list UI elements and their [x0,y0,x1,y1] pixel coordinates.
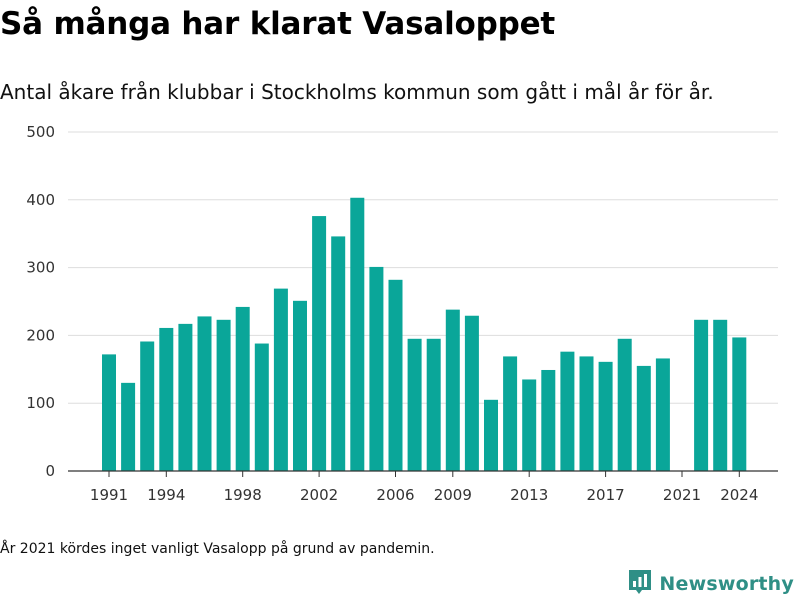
bar-2024 [732,337,747,471]
x-tick-label: 1991 [90,486,128,504]
y-tick-label: 0 [45,462,55,480]
bar-2017 [598,361,613,471]
bar-1991 [102,354,116,471]
bar-1996 [197,316,212,471]
bar-2003 [331,236,346,471]
y-tick-label: 300 [26,259,55,277]
bar-2004 [350,197,365,472]
bar-1992 [121,382,136,471]
bar-2000 [273,288,288,471]
bar-2014 [541,369,556,471]
x-tick-label: 2002 [300,486,338,504]
bar-2011 [484,399,498,471]
bar-2001 [293,300,307,471]
bar-2006 [388,279,403,471]
bar-1997 [216,319,231,471]
bar-2007 [407,338,422,471]
x-tick-label: 2024 [720,486,758,504]
bar-1994 [159,327,174,471]
x-tick-label: 2021 [663,486,701,504]
bar-2005 [369,266,384,471]
y-tick-label: 100 [26,394,55,412]
bar-1998 [235,306,250,471]
chart-subtitle: Antal åkare från klubbar i Stockholms ko… [0,80,714,104]
bar-chart: 0 100 200 300 400 500 1991 1994 1998 2002 2006 2009… [26,123,778,504]
brand-name: Newsworthy [659,573,794,595]
x-tick-label: 2006 [376,486,414,504]
x-tick-label: 2017 [587,486,625,504]
footnote: År 2021 kördes inget vanligt Vasalopp på… [0,541,435,557]
bar-2016 [579,356,594,471]
chart-title: Så många har klarat Vasaloppet [0,6,556,42]
x-tick-label: 1998 [224,486,262,504]
bar-2008 [426,338,441,471]
bar-2013 [522,379,537,471]
bar-2023 [713,319,728,471]
newsworthy-logo-icon [627,568,653,600]
bar-1993 [140,341,155,471]
bar-2022 [694,319,709,471]
brand-logo: Newsworthy [627,568,794,600]
x-tick-label: 2013 [510,486,548,504]
bar-1999 [254,343,269,471]
bar-1995 [178,323,193,471]
bar-2018 [617,338,632,471]
bar-2020 [655,358,670,471]
bar-2012 [503,356,518,471]
bar-2019 [636,365,651,471]
bar-2010 [464,315,479,471]
x-tick-label: 2009 [434,486,472,504]
y-tick-label: 200 [26,326,55,344]
bar-2002 [312,216,327,471]
y-tick-label: 400 [26,191,55,209]
x-tick-label: 1994 [147,486,185,504]
y-tick-label: 500 [26,123,55,141]
bar-2009 [445,309,460,471]
bar-2015 [560,351,575,471]
